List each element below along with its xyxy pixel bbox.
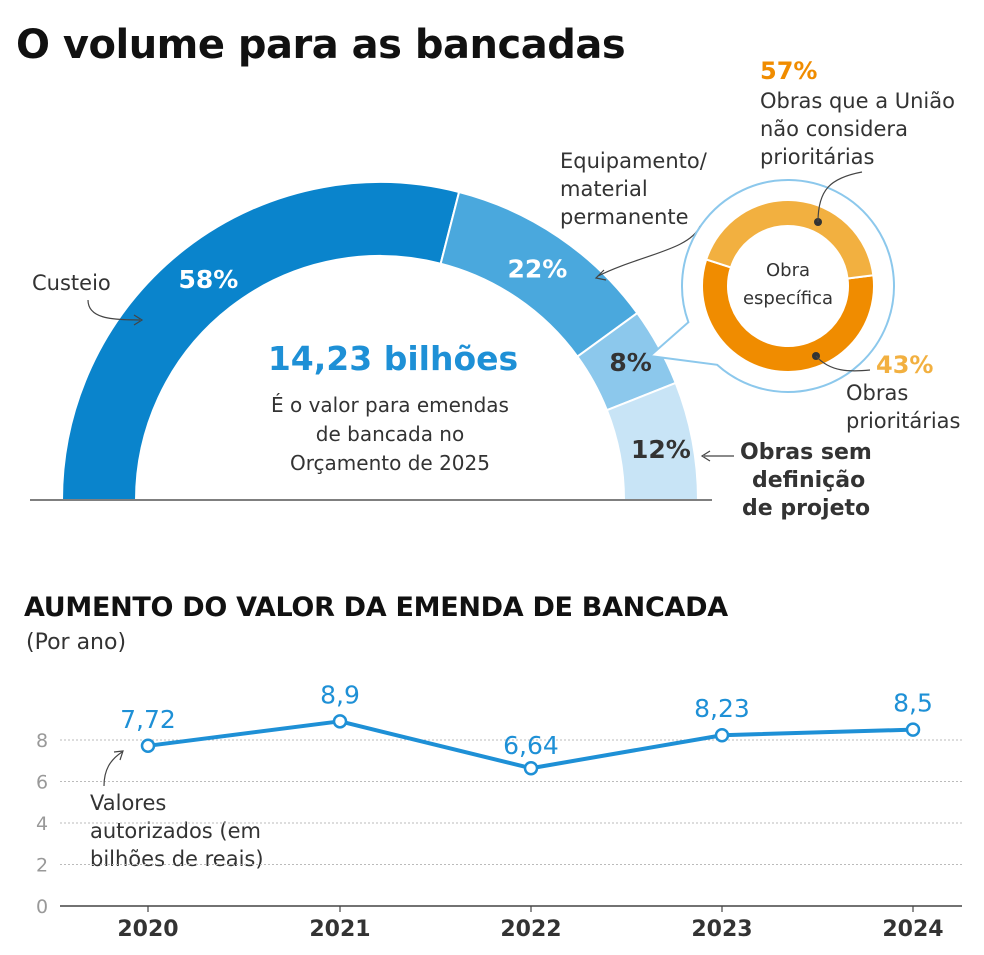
y-tick-4: 4 xyxy=(36,813,48,835)
total-value: 14,23 bilhões xyxy=(268,339,518,378)
donut-top-label-1: Obras que a União xyxy=(760,89,955,113)
y-tick-6: 6 xyxy=(36,772,48,794)
donut-top-label-3: prioritárias xyxy=(760,145,875,169)
data-point-2023 xyxy=(714,727,730,743)
line-chart-heading: AUMENTO DO VALOR DA EMENDA DE BANCADA xyxy=(24,592,728,623)
equip-arrow-icon xyxy=(594,269,607,281)
label-equipamento-1: Equipamento/ xyxy=(560,149,707,173)
data-label-2021: 8,9 xyxy=(320,680,360,709)
x-tick-2023: 2023 xyxy=(691,917,752,942)
arc-label-obra-especifica: 8% xyxy=(609,348,651,377)
line-chart-subheading: (Por ano) xyxy=(26,630,127,655)
y-tick-2: 2 xyxy=(36,855,48,877)
label-custeio: Custeio xyxy=(32,271,111,295)
donut-slice-nao-prioritarias xyxy=(701,258,875,373)
data-point-2021 xyxy=(332,714,348,729)
data-label-2024: 8,5 xyxy=(893,689,933,718)
donut-top-leader xyxy=(817,171,863,223)
total-desc-1: É o valor para emendas xyxy=(271,393,509,417)
line-note-3: bilhões de reais) xyxy=(90,847,264,871)
donut-top-label-2: não considera xyxy=(760,117,908,141)
custeio-arrow-icon xyxy=(133,314,144,326)
data-point-2022 xyxy=(523,760,539,776)
y-tick-8: 8 xyxy=(36,730,48,752)
donut-center-1: Obra xyxy=(766,260,810,281)
sem-arrow-icon xyxy=(700,450,711,462)
y-tick-0: 0 xyxy=(36,896,48,918)
label-sem-definicao-2: definição xyxy=(752,468,866,493)
x-tick-2020: 2020 xyxy=(117,917,178,942)
data-label-2023: 8,23 xyxy=(694,694,750,723)
line-note-1: Valores xyxy=(90,791,167,815)
total-desc-3: Orçamento de 2025 xyxy=(290,451,490,475)
label-equipamento-3: permanente xyxy=(560,205,689,229)
data-point-2020 xyxy=(140,738,156,754)
donut-bottom-label-2: prioritárias xyxy=(846,409,961,433)
data-label-2020: 7,72 xyxy=(120,705,176,734)
donut-bottom-leader xyxy=(815,355,871,372)
donut-center-2: específica xyxy=(743,288,833,309)
page-title: O volume para as bancadas xyxy=(16,22,626,68)
data-label-2022: 6,64 xyxy=(503,731,559,760)
donut-top-pct: 57% xyxy=(760,57,818,85)
label-sem-definicao-3: de projeto xyxy=(742,496,871,521)
custeio-leader xyxy=(87,299,141,321)
x-tick-2021: 2021 xyxy=(309,917,370,942)
x-tick-2024: 2024 xyxy=(882,917,943,942)
arc-label-sem-definicao: 12% xyxy=(631,435,691,464)
total-desc-2: de bancada no xyxy=(316,422,464,446)
note-leader xyxy=(103,751,123,787)
x-tick-2022: 2022 xyxy=(500,917,561,942)
arc-label-equipamento: 22% xyxy=(507,254,567,283)
data-point-2024 xyxy=(905,722,921,737)
label-sem-definicao-1: Obras sem xyxy=(740,440,872,465)
donut-bottom-label-1: Obras xyxy=(846,381,909,405)
donut-bottom-pct: 43% xyxy=(876,351,934,379)
label-equipamento-2: material xyxy=(560,177,648,201)
donut-slice-prioritarias xyxy=(704,199,875,280)
note-arrow-icon xyxy=(113,750,124,761)
arc-label-custeio: 58% xyxy=(178,265,238,294)
